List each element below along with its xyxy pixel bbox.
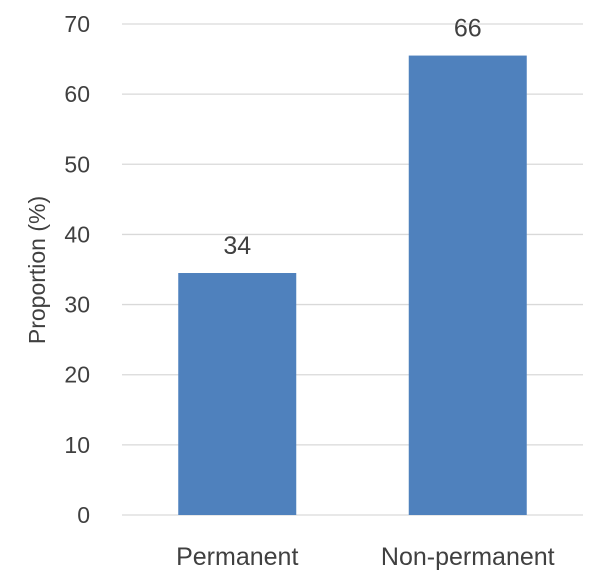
y-tick-label: 50 [64, 151, 90, 177]
bar-permanent [178, 273, 297, 515]
y-axis-tick-labels: 0 10 20 30 40 50 60 70 [64, 11, 90, 528]
y-tick-label: 70 [64, 11, 90, 37]
y-tick-label: 40 [64, 221, 90, 247]
y-tick-label: 20 [64, 362, 90, 388]
data-label: 66 [454, 15, 482, 43]
x-category-label: Non-permanent [381, 543, 555, 571]
bars [178, 55, 527, 516]
x-axis-category-labels: Permanent Non-permanent [176, 543, 555, 571]
y-tick-label: 60 [64, 81, 90, 107]
bar-non-permanent [408, 55, 527, 516]
y-tick-label: 0 [77, 502, 90, 528]
y-axis-title: Proportion (%) [24, 196, 50, 344]
y-tick-label: 10 [64, 432, 90, 458]
data-label: 34 [223, 232, 251, 260]
y-tick-label: 30 [64, 292, 90, 318]
x-category-label: Permanent [176, 543, 298, 571]
data-labels: 34 66 [223, 15, 481, 260]
